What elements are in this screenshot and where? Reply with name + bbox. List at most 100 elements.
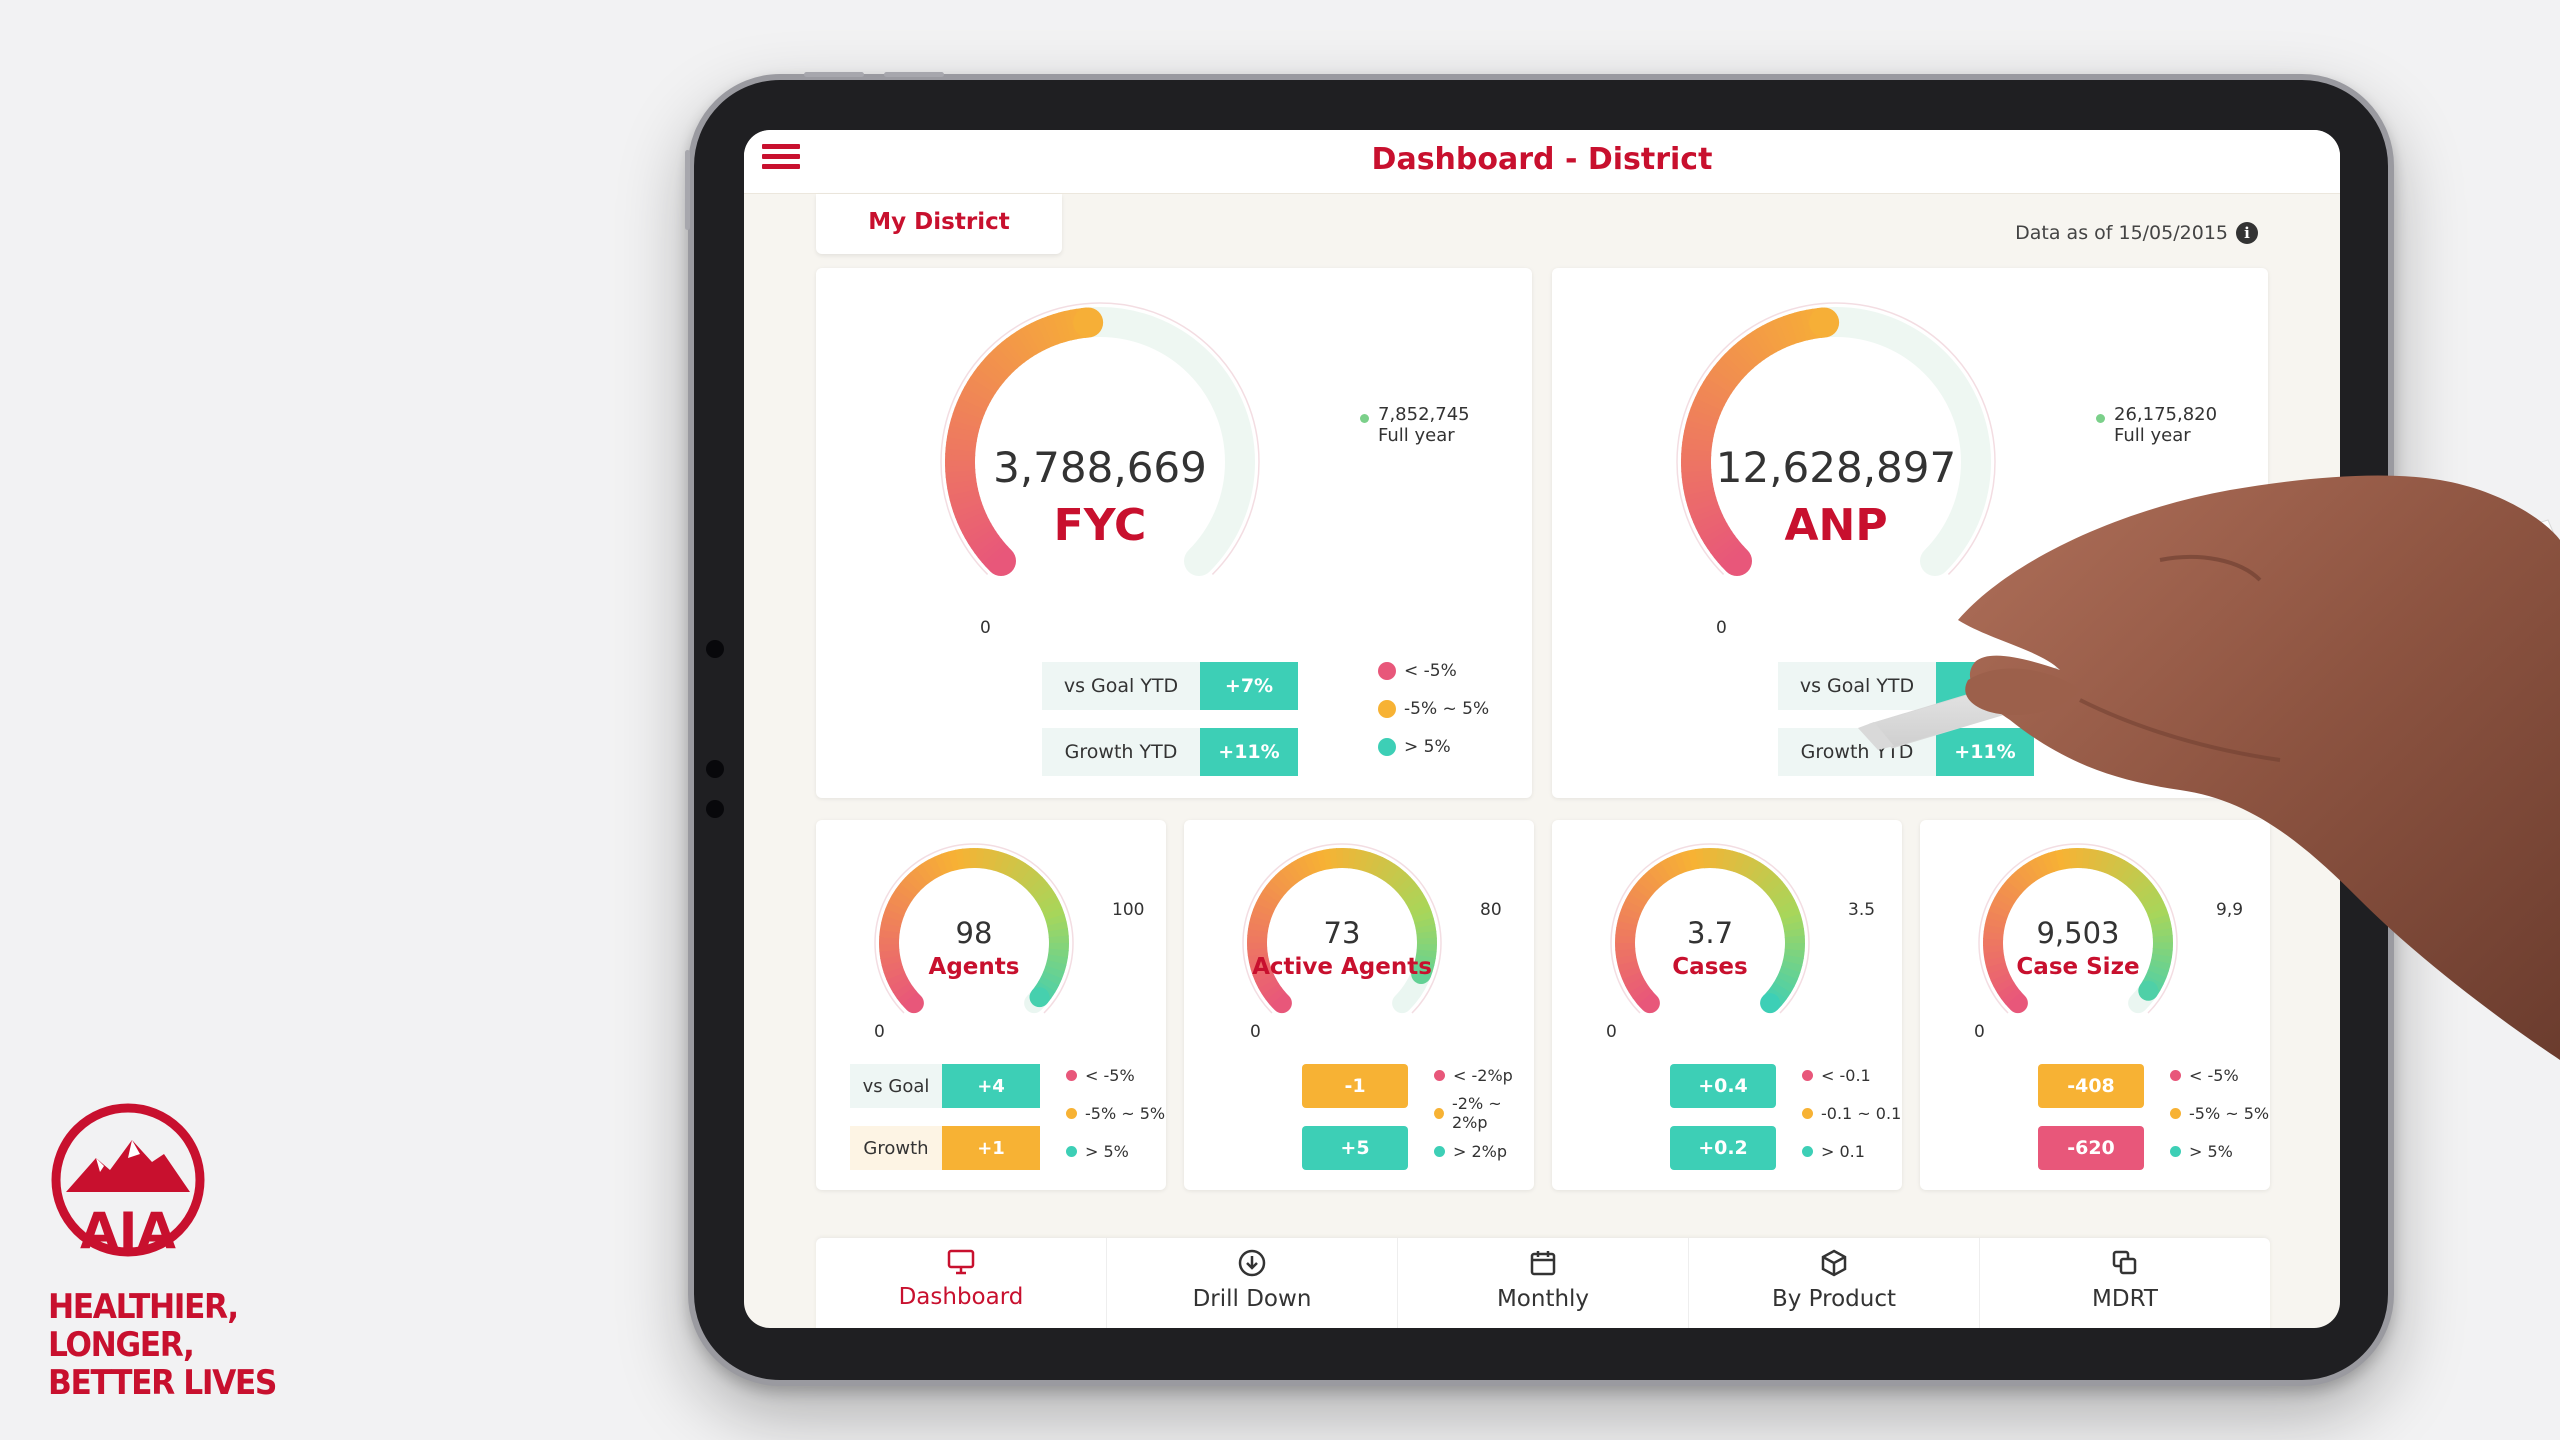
small-gauge-3-fill-segment <box>2011 869 2031 890</box>
legend-mid: -5% ~ 5% <box>1404 699 1490 719</box>
small-gauge-3-fill-segment <box>2098 851 2113 874</box>
small-gauge-3-fill-segment <box>2016 865 2036 886</box>
small-gauge-1-fill-segment <box>1280 865 1299 887</box>
agents-zero: 0 <box>874 1022 885 1042</box>
big-gauge-0-fill-cap <box>1073 307 1104 338</box>
small-gauge-3-fill-segment <box>2061 848 2072 870</box>
small-gauge-2-fill-segment <box>1628 981 1650 999</box>
tablet-frame: Dashboard - District My District Data as… <box>685 72 2394 1386</box>
fyc-growth-row: Growth YTD +11% <box>1042 728 1298 776</box>
anp-growth-value: +11% <box>1936 728 2034 776</box>
anp-gauge <box>1676 302 1996 576</box>
fyc-vs-goal-value: +7% <box>1200 662 1298 710</box>
fyc-label: FYC <box>1053 500 1147 551</box>
fyc-vs-goal-row: vs Goal YTD +7% <box>1042 662 1298 710</box>
small-gauge-1-fill-segment <box>1358 850 1371 872</box>
nav-drill-down-label: Drill Down <box>1192 1286 1312 1312</box>
small-gauge-1-fill-segment <box>1258 890 1280 907</box>
small-gauge-1-fill-cap <box>1411 963 1432 984</box>
small-gauge-0-fill-segment <box>899 877 920 897</box>
small-gauge-2-fill-segment <box>1654 861 1672 883</box>
cases-label: Cases <box>1672 954 1748 980</box>
small-gauge-3-fill-segment <box>2002 987 2028 1014</box>
nav-by-product-label: By Product <box>1771 1286 1897 1312</box>
small-gauge-3-fill-segment <box>2114 860 2132 881</box>
active-agents-legend: < -2%p -2% ~ 2%p > 2%p <box>1434 1056 1534 1170</box>
anp-vs-goal-row: vs Goal YTD <box>1778 662 2034 710</box>
small-gauge-0-fill-segment <box>987 849 1000 871</box>
small-gauge-2-fill-segment <box>1773 893 1796 910</box>
legend-high: > 5% <box>1404 737 1451 757</box>
case-size-value: 9,503 <box>2036 916 2120 950</box>
small-gauge-2-fill-segment <box>1680 850 1694 872</box>
bottom-nav: Dashboard Drill Down Monthly By Product … <box>816 1238 2270 1328</box>
info-icon[interactable]: i <box>2236 222 2258 244</box>
anp-vs-goal-value <box>1936 662 2034 710</box>
small-gauge-3-fill-segment <box>2128 872 2148 892</box>
download-circle-icon <box>1238 1249 1266 1277</box>
small-gauge-2-fill-segment <box>1766 881 1788 900</box>
legend-mid: -2% ~ 2%p <box>1451 1094 1502 1132</box>
anp-growth-row: Growth YTD +11% <box>1778 728 2034 776</box>
big-gauge-1-outline <box>1676 302 1996 575</box>
small-gauge-1-fill-segment <box>1408 898 1430 914</box>
sensor-dot <box>706 760 724 778</box>
small-gauge-0-fill-segment <box>1037 976 1060 993</box>
small-gauge-2-fill-segment <box>1648 865 1667 887</box>
small-gauge-0-fill-segment <box>993 851 1007 873</box>
small-gauge-2-fill-segment <box>1743 858 1761 880</box>
small-gauge-0-fill-segment <box>885 901 907 917</box>
small-gauge-2-fill-segment <box>1749 861 1767 883</box>
small-gauge-2-fill-segment <box>1773 976 1795 994</box>
nav-by-product[interactable]: By Product <box>1689 1238 1980 1328</box>
small-gauge-0-fill-segment <box>1023 871 1043 892</box>
small-gauge-3-fill-segment <box>2028 857 2045 879</box>
small-gauge-0-fill-segment <box>898 987 924 1014</box>
nav-drill-down[interactable]: Drill Down <box>1107 1238 1398 1328</box>
hamburger-menu-icon[interactable] <box>762 144 800 174</box>
legend-high: > 2%p <box>1453 1141 1508 1161</box>
small-gauge-0-fill-segment <box>892 981 914 1000</box>
small-gauge-0-fill-segment <box>1004 856 1020 878</box>
small-gauge-3-fill-segment <box>2123 867 2143 888</box>
small-gauge-2-fill-segment <box>1721 849 1734 871</box>
small-gauge-3-fill-segment <box>2145 900 2167 916</box>
case-size-legend: < -5% -5% ~ 5% > 5% <box>2170 1056 2269 1170</box>
small-gauge-1-fill-segment <box>1353 849 1365 871</box>
small-gauge-1-fill-segment <box>1265 987 1286 1006</box>
small-gauge-0-fill-segment <box>1019 867 1038 888</box>
legend-dot-mid <box>1378 700 1396 718</box>
small-gauge-3-fill-segment <box>2104 854 2119 876</box>
nav-mdrt[interactable]: MDRT <box>1980 1238 2270 1328</box>
small-gauge-3-fill-segment <box>2139 888 2161 906</box>
small-gauge-0-fill-segment <box>889 976 911 994</box>
small-gauge-2-fill-segment <box>1776 899 1799 916</box>
active-agents-gauge <box>1242 843 1442 1014</box>
small-gauge-1-fill-segment <box>1253 902 1275 917</box>
active-agents-target: 80 <box>1480 900 1502 920</box>
fyc-gauge <box>940 302 1260 576</box>
legend-low: < -0.1 <box>1821 1065 1871 1085</box>
active-agents-value: 73 <box>1323 916 1361 950</box>
small-gauge-0-fill-segment <box>1041 900 1063 916</box>
legend-low: < -2%p <box>1453 1065 1513 1085</box>
calendar-icon <box>1530 1251 1556 1276</box>
small-gauge-1-fill-segment <box>1270 874 1290 894</box>
cases-growth-value: +0.2 <box>1670 1126 1776 1170</box>
legend-low: < -5% <box>1085 1065 1135 1085</box>
small-gauge-3-fill-segment <box>2136 882 2157 901</box>
small-gauge-2-fill-segment <box>1738 855 1755 877</box>
small-gauge-3-fill-segment <box>2132 877 2153 897</box>
small-gauge-3-fill-segment <box>2054 849 2067 871</box>
anp-growth-label: Growth YTD <box>1778 728 1936 776</box>
nav-monthly[interactable]: Monthly <box>1398 1238 1689 1328</box>
small-gauge-3-fill-segment <box>2142 894 2164 911</box>
tab-my-district[interactable]: My District <box>816 194 1062 254</box>
camera-dot <box>706 640 724 658</box>
nav-dashboard[interactable]: Dashboard <box>816 1238 1107 1328</box>
fyc-growth-label: Growth YTD <box>1042 728 1200 776</box>
small-gauge-1-fill-segment <box>1405 892 1427 909</box>
data-as-of-text: Data as of 15/05/2015 <box>2015 222 2228 244</box>
legend-dot-high <box>1378 738 1396 756</box>
small-gauge-1-fill-segment <box>1387 867 1406 888</box>
